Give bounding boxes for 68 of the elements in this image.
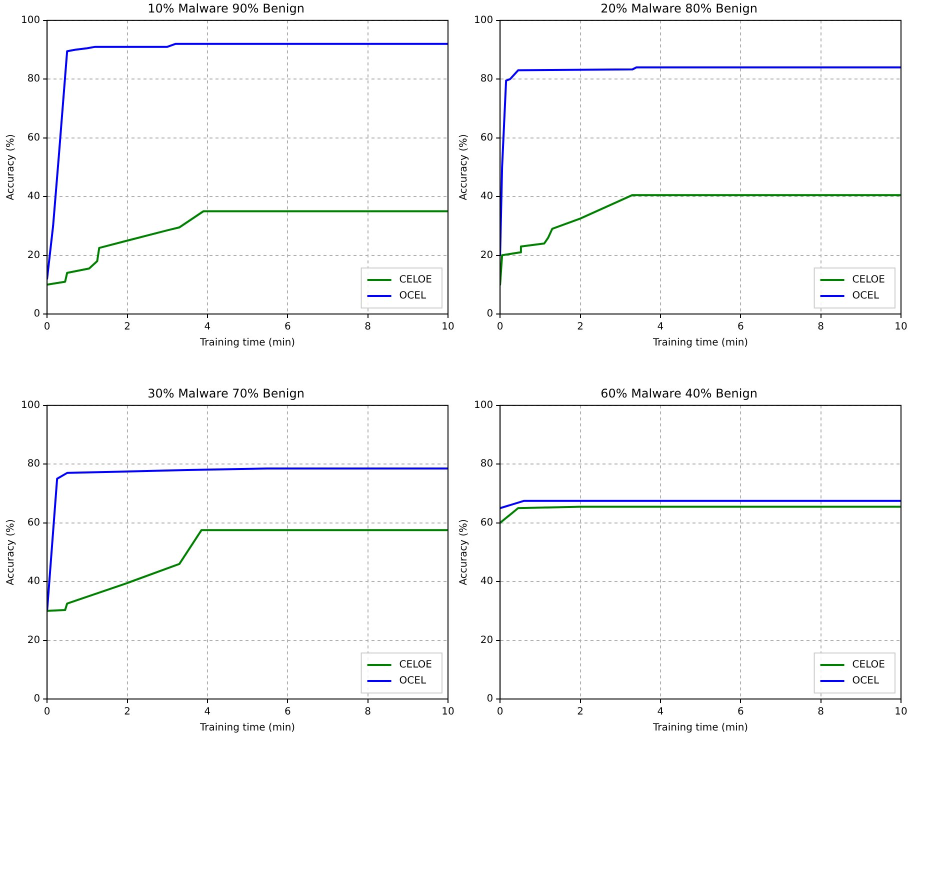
y-tick-label: 60	[480, 517, 494, 528]
x-tick-label: 10	[442, 706, 454, 718]
x-tick-label: 4	[657, 322, 664, 333]
y-tick-label: 20	[27, 250, 40, 261]
legend-label: OCEL	[852, 290, 880, 302]
chart-title: 60% Malware 40% Benign	[600, 386, 758, 400]
legend-label: OCEL	[399, 676, 426, 687]
y-tick-label: 40	[480, 576, 494, 588]
y-tick-label: 80	[480, 458, 494, 470]
y-axis-title: Accuracy (%)	[458, 134, 470, 200]
legend-label: CELOE	[399, 274, 432, 286]
x-tick-label: 4	[204, 706, 211, 718]
y-axis-title: Accuracy (%)	[458, 519, 470, 586]
x-tick-label: 10	[894, 322, 908, 333]
legend-label: CELOE	[399, 660, 432, 671]
x-tick-label: 0	[44, 706, 50, 718]
legend-label: CELOE	[852, 274, 886, 286]
y-tick-label: 20	[27, 634, 40, 646]
x-tick-label: 6	[737, 322, 744, 333]
y-tick-label: 20	[480, 250, 494, 261]
x-tick-label: 6	[737, 706, 744, 718]
x-tick-label: 8	[364, 322, 372, 333]
y-tick-label: 80	[480, 74, 494, 85]
y-tick-label: 0	[486, 694, 494, 705]
chart-title: 30% Malware 70% Benign	[148, 386, 304, 400]
y-tick-label: 100	[474, 400, 494, 411]
x-tick-label: 2	[577, 706, 584, 718]
x-tick-label: 10	[442, 322, 454, 333]
legend-label: OCEL	[399, 290, 426, 302]
x-axis-title: Training time (min)	[652, 722, 748, 734]
y-axis-title: Accuracy (%)	[6, 519, 17, 586]
y-tick-label: 0	[486, 308, 494, 320]
x-tick-label: 2	[124, 322, 130, 333]
y-tick-label: 60	[480, 132, 494, 144]
x-axis-title: Training time (min)	[199, 722, 296, 734]
y-tick-label: 60	[27, 132, 40, 144]
x-tick-label: 10	[894, 706, 908, 718]
y-tick-label: 100	[20, 14, 40, 26]
x-tick-label: 0	[496, 706, 504, 718]
legend-label: OCEL	[852, 676, 880, 687]
x-tick-label: 6	[284, 322, 291, 333]
x-tick-label: 8	[364, 706, 372, 718]
x-tick-label: 6	[284, 706, 291, 718]
y-tick-label: 100	[20, 400, 40, 411]
x-axis-title: Training time (min)	[199, 338, 296, 349]
x-tick-label: 0	[496, 322, 504, 333]
y-tick-label: 40	[27, 576, 40, 588]
y-tick-label: 60	[27, 517, 40, 528]
y-tick-label: 0	[34, 308, 40, 320]
x-tick-label: 8	[818, 322, 824, 333]
y-tick-label: 40	[480, 191, 494, 202]
y-tick-label: 0	[34, 694, 40, 705]
y-tick-label: 100	[474, 14, 494, 26]
x-tick-label: 4	[204, 322, 211, 333]
y-tick-label: 20	[480, 634, 494, 646]
y-tick-label: 40	[27, 191, 40, 202]
x-axis-title: Training time (min)	[652, 338, 748, 349]
x-tick-label: 2	[124, 706, 130, 718]
y-axis-title: Accuracy (%)	[6, 134, 17, 200]
x-tick-label: 2	[577, 322, 584, 333]
x-tick-label: 0	[44, 322, 50, 333]
y-tick-label: 80	[27, 458, 40, 470]
x-tick-label: 4	[657, 706, 664, 718]
chart-title: 10% Malware 90% Benign	[148, 1, 304, 16]
x-tick-label: 8	[818, 706, 824, 718]
y-tick-label: 80	[27, 74, 40, 85]
chart-title: 20% Malware 80% Benign	[600, 1, 758, 16]
legend-label: CELOE	[852, 660, 886, 671]
